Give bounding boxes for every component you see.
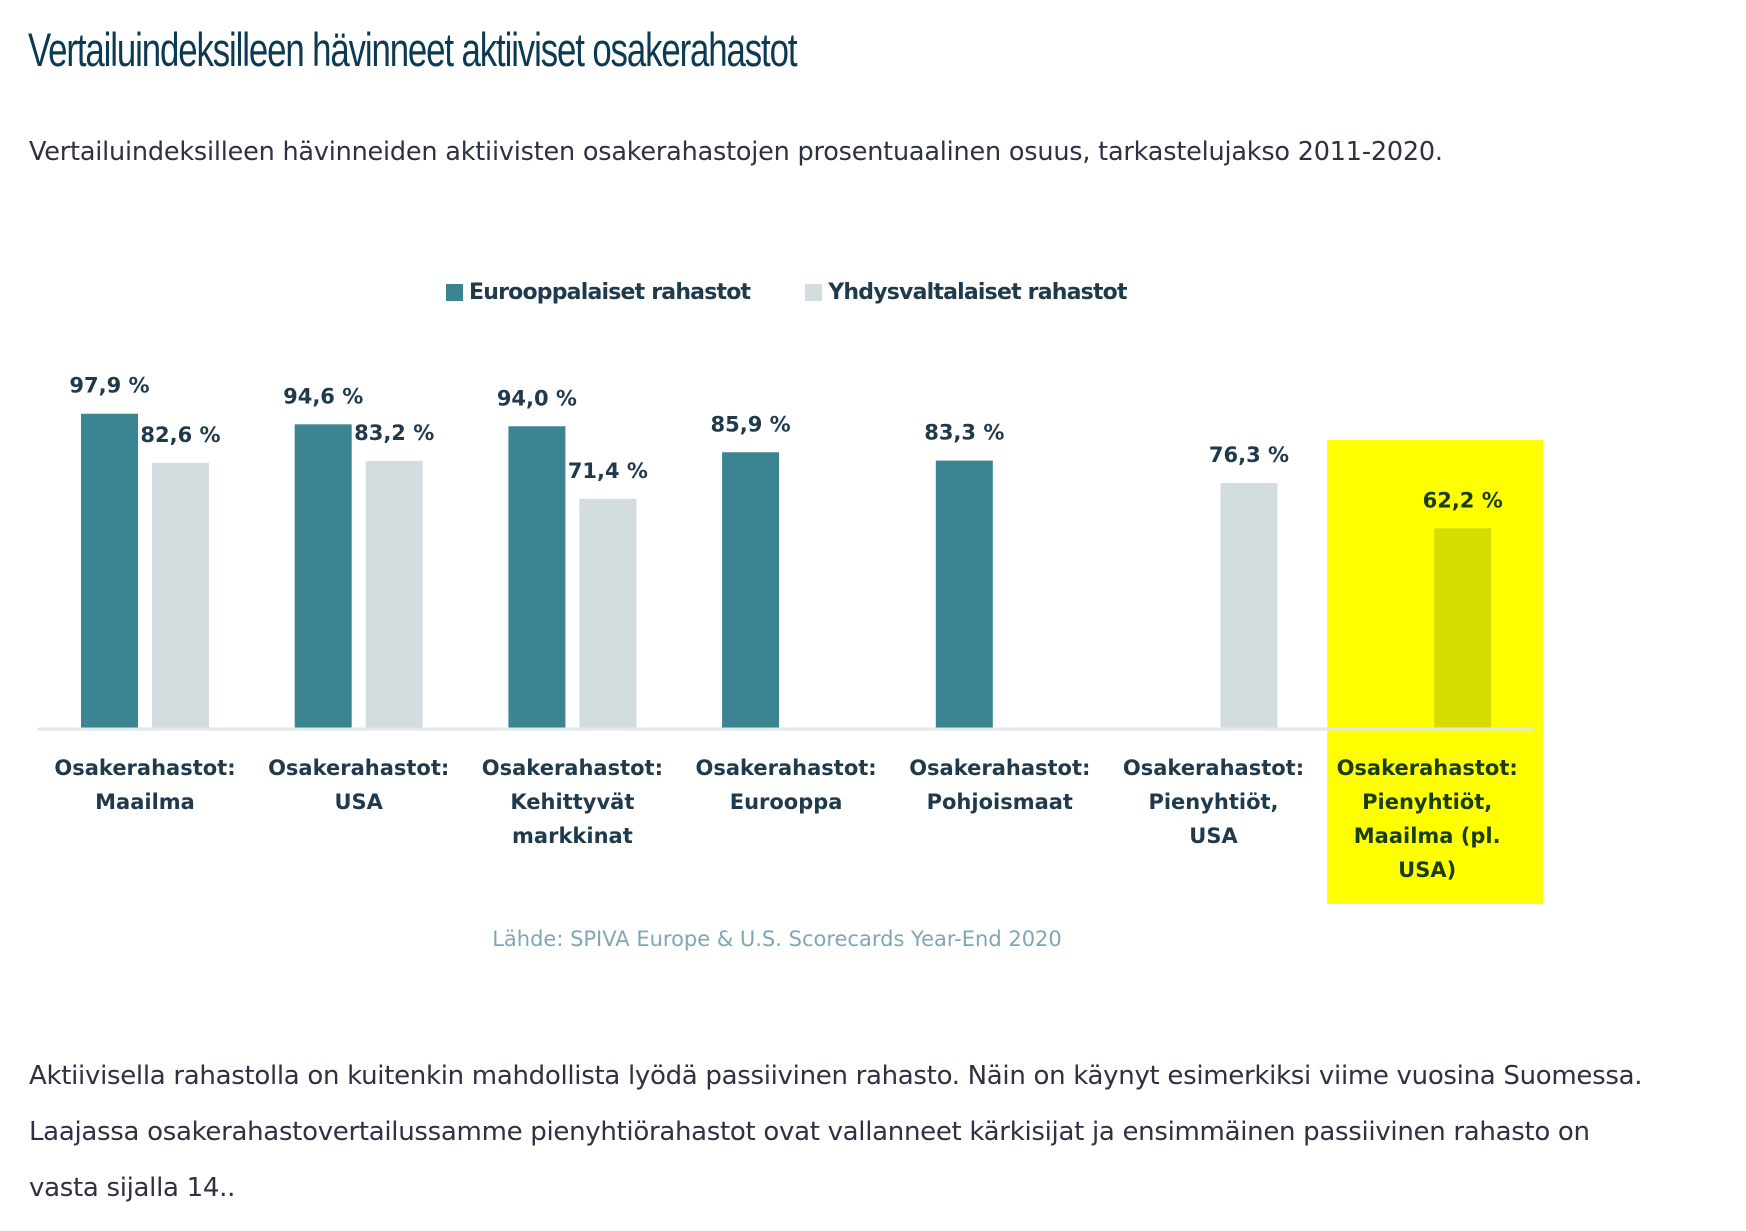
category-label-line: Osakerahastot: — [1337, 756, 1518, 780]
category-label: Osakerahastot: Eurooppa — [695, 756, 876, 814]
value-label: 85,9 % — [711, 412, 791, 436]
category-label: Osakerahastot: Pienyhtiöt, USA — [1123, 756, 1304, 848]
bar-european-0 — [81, 413, 138, 728]
category-label-line: Pienyhtiöt, — [1362, 790, 1492, 814]
category-label-line: Osakerahastot: — [54, 756, 235, 780]
category-label-line: Pienyhtiöt, — [1148, 790, 1278, 814]
bar-us-5 — [1220, 483, 1278, 728]
category-label-line: USA) — [1398, 858, 1456, 882]
bar-european-2 — [508, 426, 566, 728]
legend-item-us: Yhdysvaltalaiset rahastot — [805, 279, 1128, 305]
value-label: 62,2 % — [1423, 488, 1503, 512]
paragraph-line: vasta sijalla 14.. — [29, 1173, 236, 1203]
category-label: Osakerahastot: USA — [268, 756, 449, 814]
value-label: 71,4 % — [568, 459, 648, 483]
paragraph-line: Laajassa osakerahastovertailussamme pien… — [29, 1117, 1590, 1147]
category-label-line: USA — [334, 790, 383, 814]
bar-european-4 — [935, 460, 993, 728]
bar-us-1 — [365, 460, 423, 728]
bar-us-0 — [152, 462, 209, 728]
value-label: 94,6 % — [283, 384, 363, 408]
category-label: Osakerahastot: Maailma — [54, 756, 235, 814]
category-label: Osakerahastot: Pohjoismaat — [909, 756, 1090, 814]
legend-swatch-european — [446, 283, 463, 301]
category-label: Osakerahastot: Kehittyvät markkinat — [482, 756, 663, 848]
chart-legend: Eurooppalaiset rahastot Yhdysvaltalaiset… — [446, 277, 1182, 307]
category-label-line: Osakerahastot: — [1123, 756, 1304, 780]
category-label-line: Maailma — [95, 790, 195, 814]
bar-us-2 — [579, 498, 637, 728]
value-label: 97,9 % — [69, 374, 149, 398]
category-label: Osakerahastot: Pienyhtiöt, Maailma (pl. USA… — [1337, 756, 1518, 882]
bar-us-6 — [1434, 528, 1492, 728]
bar-european-3 — [722, 452, 780, 728]
value-label: 82,6 % — [140, 423, 220, 447]
legend-item-european: Eurooppalaiset rahastot — [446, 279, 751, 305]
category-label-line: Kehittyvät — [510, 790, 634, 814]
legend-swatch-us — [805, 283, 823, 301]
article-heading: Vertailuindeksilleen hävinneet aktiivise… — [28, 23, 797, 76]
chart-subtitle: Vertailuindeksilleen hävinneiden aktiivi… — [29, 137, 1443, 167]
bar-european-1 — [294, 424, 352, 728]
value-label: 83,3 % — [924, 421, 1004, 445]
value-label: 76,3 % — [1209, 443, 1289, 467]
legend-label-european: Eurooppalaiset rahastot — [469, 279, 751, 305]
category-label-line: Pohjoismaat — [927, 790, 1073, 814]
category-label-line: Maailma (pl. — [1354, 824, 1501, 848]
category-label-line: Osakerahastot: — [268, 756, 449, 780]
category-label-line: Eurooppa — [730, 790, 843, 814]
value-label: 94,0 % — [497, 386, 577, 410]
category-label-line: Osakerahastot: — [695, 756, 876, 780]
chart-source: Lähde: SPIVA Europe & U.S. Scorecards Ye… — [492, 927, 1062, 951]
category-label-line: markkinat — [512, 824, 633, 848]
paragraph-line: Aktiivisella rahastolla on kuitenkin mah… — [29, 1061, 1643, 1091]
category-label-line: USA — [1189, 824, 1238, 848]
category-label-line: Osakerahastot: — [909, 756, 1090, 780]
category-label-line: Osakerahastot: — [482, 756, 663, 780]
legend-label-us: Yhdysvaltalaiset rahastot — [828, 279, 1127, 305]
body-paragraph: Aktiivisella rahastolla on kuitenkin mah… — [29, 1048, 1739, 1216]
value-label: 83,2 % — [354, 421, 434, 445]
